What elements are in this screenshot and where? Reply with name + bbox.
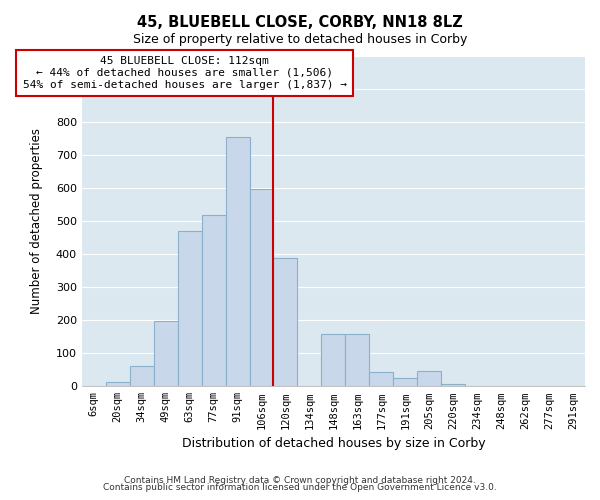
Bar [106, 382, 130, 386]
Bar [322, 334, 346, 386]
Text: Contains public sector information licensed under the Open Government Licence v3: Contains public sector information licen… [103, 484, 497, 492]
Bar [226, 136, 250, 386]
Bar [202, 216, 226, 386]
X-axis label: Distribution of detached houses by size in Corby: Distribution of detached houses by size … [182, 437, 485, 450]
Bar [154, 322, 178, 386]
Bar [370, 372, 393, 386]
Text: 45, BLUEBELL CLOSE, CORBY, NN18 8LZ: 45, BLUEBELL CLOSE, CORBY, NN18 8LZ [137, 15, 463, 30]
Bar [250, 190, 274, 386]
Text: Contains HM Land Registry data © Crown copyright and database right 2024.: Contains HM Land Registry data © Crown c… [124, 476, 476, 485]
Bar [346, 334, 370, 386]
Bar [441, 384, 465, 386]
Bar [274, 258, 298, 386]
Bar [393, 378, 417, 386]
Y-axis label: Number of detached properties: Number of detached properties [31, 128, 43, 314]
Text: 45 BLUEBELL CLOSE: 112sqm
← 44% of detached houses are smaller (1,506)
54% of se: 45 BLUEBELL CLOSE: 112sqm ← 44% of detac… [23, 56, 347, 90]
Bar [178, 232, 202, 386]
Bar [130, 366, 154, 386]
Bar [417, 372, 441, 386]
Text: Size of property relative to detached houses in Corby: Size of property relative to detached ho… [133, 32, 467, 46]
